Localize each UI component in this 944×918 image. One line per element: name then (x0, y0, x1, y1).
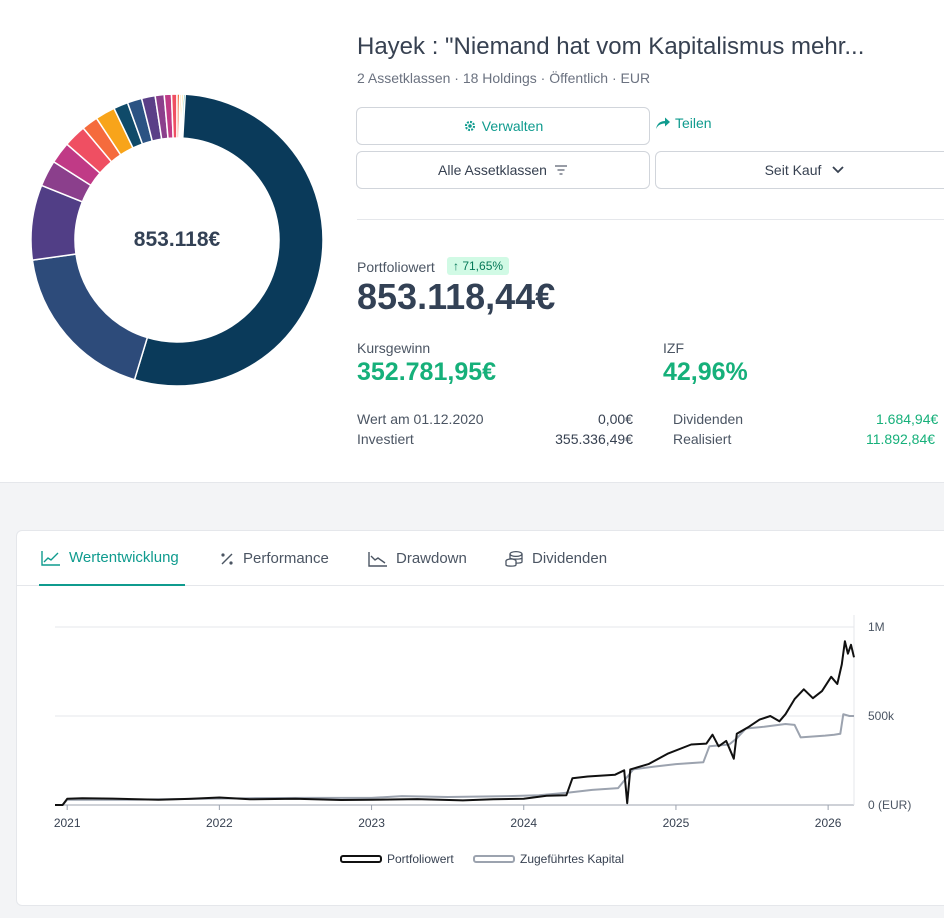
asset-classes-filter-button[interactable]: Alle Assetklassen (356, 151, 650, 189)
asset-classes-label: Alle Assetklassen (438, 162, 547, 178)
share-label: Teilen (675, 115, 712, 131)
portfolio-change-badge: ↑ 71,65% (447, 257, 510, 275)
dividends-label: Dividenden (673, 411, 744, 427)
tab-label: Drawdown (396, 550, 467, 567)
x-tick-label: 2022 (206, 816, 233, 830)
portfolio-meta: 2 Assetklassen · 18 Holdings · Öffentlic… (357, 70, 651, 86)
x-tick-label: 2021 (54, 816, 81, 830)
gain-label: Kursgewinn (357, 340, 431, 356)
y-tick-label: 0 (EUR) (868, 798, 911, 812)
share-button[interactable]: Teilen (655, 115, 712, 131)
chevron-down-icon (832, 166, 845, 174)
series-line-portfoliowert (55, 640, 855, 806)
gain-value: 352.781,95€ (357, 358, 497, 386)
x-tick-label: 2023 (358, 816, 385, 830)
manage-button[interactable]: Verwalten (356, 107, 650, 145)
section-divider (357, 219, 944, 220)
legend-label-portfoliowert: Portfoliowert (387, 852, 454, 866)
filter-icon (554, 165, 567, 175)
invested-value: 355.336,49€ (555, 431, 633, 447)
irr-label: IZF (663, 340, 684, 356)
gear-icon (464, 120, 475, 132)
value-history-chart: 1M 500k 0 (EUR) 2021 2022 2023 2024 2025 2026 Po… (54, 615, 911, 866)
tab-label: Dividenden (532, 550, 608, 567)
donut-segment[interactable] (180, 93, 187, 139)
irr-value: 42,96% (663, 358, 748, 386)
share-arrow-icon (656, 117, 670, 129)
chart-card: Wertentwicklung Performance Drawdown (16, 530, 944, 906)
dividends-value: 1.684,94€ (876, 411, 939, 427)
donut-segment[interactable] (170, 93, 178, 139)
tab-drawdown[interactable]: Drawdown (368, 531, 467, 586)
x-tick-label: 2026 (815, 816, 842, 830)
chart-tabs: Wertentwicklung Performance Drawdown (17, 531, 944, 586)
x-tick-label: 2024 (510, 816, 537, 830)
percent-icon (221, 552, 233, 565)
donut-segment[interactable] (31, 253, 149, 381)
tab-performance[interactable]: Performance (219, 531, 329, 586)
manage-label: Verwalten (481, 118, 544, 134)
start-value: 0,00€ (597, 411, 633, 427)
tab-label: Wertentwicklung (69, 549, 179, 566)
line-chart-icon (41, 550, 60, 566)
portfolio-header: 853.118€ Hayek : "Niemand hat vom Kapita… (30, 33, 944, 447)
coins-icon (505, 550, 523, 567)
realized-value: 11.892,84€ (866, 431, 936, 447)
page-title: Hayek : "Niemand hat vom Kapitalismus me… (357, 33, 865, 60)
y-tick-label: 1M (868, 620, 885, 634)
legend-swatch-kapital (473, 855, 515, 863)
tab-wertentwicklung[interactable]: Wertentwicklung (39, 531, 185, 586)
drawdown-chart-icon (368, 551, 387, 567)
allocation-donut-chart (30, 93, 324, 387)
time-range-select[interactable]: Seit Kauf (655, 151, 944, 189)
tab-dividenden[interactable]: Dividenden (504, 531, 607, 586)
invested-label: Investiert (357, 431, 414, 447)
legend-swatch-portfoliowert (340, 855, 382, 863)
time-range-label: Seit Kauf (764, 162, 822, 178)
y-tick-label: 500k (868, 709, 895, 723)
donut-segment[interactable] (133, 93, 324, 387)
tab-label: Performance (243, 550, 329, 567)
portfolio-value-label: Portfoliowert (357, 259, 435, 275)
legend-label-kapital: Zugeführtes Kapital (520, 852, 624, 866)
x-tick-label: 2025 (663, 816, 690, 830)
portfolio-value: 853.118,44€ (357, 276, 556, 317)
realized-label: Realisiert (673, 431, 732, 447)
start-value-label: Wert am 01.12.2020 (357, 411, 484, 427)
